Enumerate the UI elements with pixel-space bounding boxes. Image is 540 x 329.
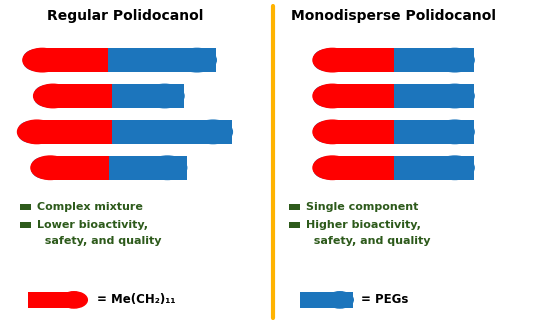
Circle shape	[60, 292, 87, 308]
Bar	[37, 120, 112, 144]
FancyBboxPatch shape	[17, 120, 232, 144]
Bar	[53, 84, 112, 108]
Circle shape	[148, 156, 187, 180]
Bar	[28, 292, 74, 308]
FancyBboxPatch shape	[23, 48, 217, 72]
Bar	[332, 84, 394, 108]
Bar	[300, 292, 353, 308]
Circle shape	[31, 156, 70, 180]
Bar	[42, 48, 108, 72]
Circle shape	[17, 120, 56, 144]
FancyBboxPatch shape	[313, 156, 474, 180]
Text: safety, and quality: safety, and quality	[37, 236, 162, 246]
Circle shape	[178, 48, 217, 72]
Bar	[394, 156, 474, 180]
Text: Monodisperse Polidocanol: Monodisperse Polidocanol	[291, 9, 496, 23]
Circle shape	[313, 156, 352, 180]
Bar	[332, 156, 394, 180]
FancyBboxPatch shape	[313, 48, 474, 72]
Bar	[109, 156, 187, 180]
Circle shape	[435, 156, 474, 180]
Circle shape	[33, 84, 72, 108]
Bar	[50, 156, 109, 180]
Bar	[394, 120, 474, 144]
Bar	[20, 222, 31, 228]
Bar	[20, 204, 31, 210]
FancyBboxPatch shape	[313, 84, 474, 108]
Circle shape	[435, 48, 474, 72]
Text: Lower bioactivity,: Lower bioactivity,	[37, 220, 148, 230]
Circle shape	[326, 292, 353, 308]
Bar	[112, 120, 232, 144]
Circle shape	[435, 120, 474, 144]
Circle shape	[435, 84, 474, 108]
Bar	[332, 48, 394, 72]
Bar	[28, 292, 42, 308]
Bar	[112, 84, 184, 108]
Bar	[332, 120, 394, 144]
Bar	[108, 48, 217, 72]
Text: Regular Polidocanol: Regular Polidocanol	[47, 9, 203, 23]
Text: safety, and quality: safety, and quality	[306, 236, 430, 246]
Circle shape	[194, 120, 232, 144]
FancyBboxPatch shape	[33, 84, 184, 108]
Circle shape	[313, 48, 352, 72]
Text: Complex mixture: Complex mixture	[37, 202, 143, 212]
Circle shape	[313, 84, 352, 108]
FancyBboxPatch shape	[31, 156, 187, 180]
Text: Single component: Single component	[306, 202, 418, 212]
Circle shape	[145, 84, 184, 108]
Bar	[394, 48, 474, 72]
Bar	[289, 222, 300, 228]
Text: = Me(CH₂)₁₁: = Me(CH₂)₁₁	[97, 293, 176, 306]
Bar	[394, 84, 474, 108]
Circle shape	[23, 48, 62, 72]
Circle shape	[313, 120, 352, 144]
Text: Higher bioactivity,: Higher bioactivity,	[306, 220, 421, 230]
Text: = PEGs: = PEGs	[361, 293, 409, 306]
Bar	[289, 204, 300, 210]
FancyBboxPatch shape	[313, 120, 474, 144]
